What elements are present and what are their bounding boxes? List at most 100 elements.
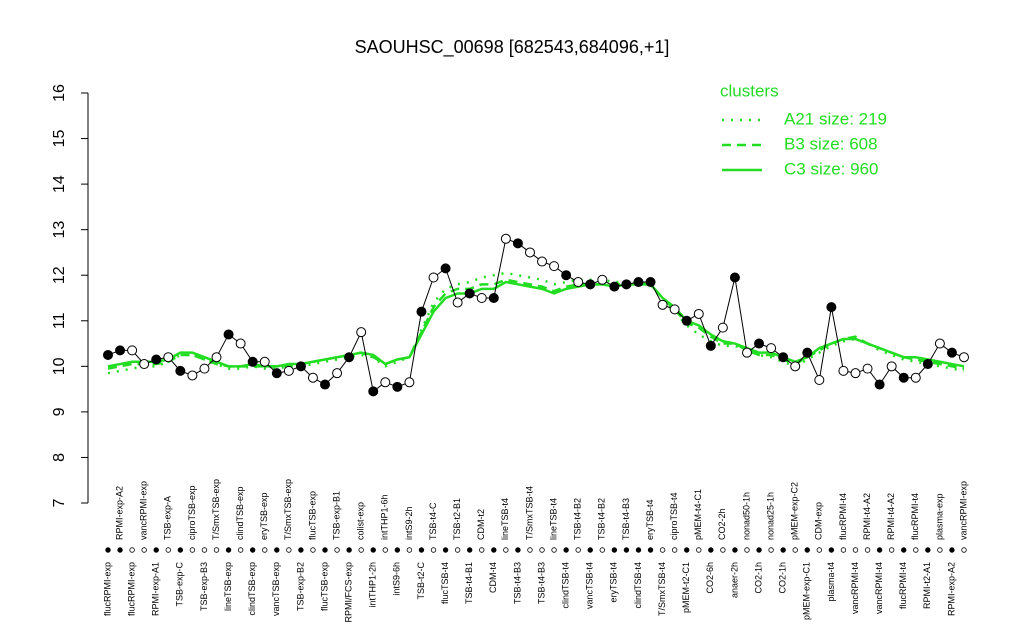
sample-dot — [647, 547, 654, 553]
y-tick-label: 12 — [51, 266, 68, 284]
data-point — [802, 347, 813, 358]
y-tick-label: 11 — [51, 312, 68, 329]
x-tick-label: TSB-t4-B2 — [573, 498, 583, 540]
data-point — [307, 372, 318, 383]
data-point — [223, 329, 234, 340]
x-tick-label: TSB-exp-B2 — [295, 562, 305, 611]
x-tick-label: pMEM-t2-C1 — [681, 562, 691, 613]
sample-dot — [225, 547, 232, 553]
data-point — [524, 247, 535, 258]
data-point — [633, 277, 644, 288]
sample-dot — [696, 547, 702, 553]
x-tick-label: eryTSB-t4 — [645, 499, 655, 540]
y-tick-label: 15 — [51, 130, 68, 148]
sample-dot — [840, 547, 847, 553]
x-tick-label: vancTSB-exp — [271, 562, 281, 616]
x-tick-label: pMEM-t4-C1 — [693, 489, 703, 540]
x-tick-label: T/SmxTSB-exp — [283, 479, 293, 540]
sample-dot — [925, 547, 931, 553]
data-point — [115, 345, 126, 356]
x-tick-label: TSB-exp-C — [175, 562, 185, 607]
cluster-line — [107, 278, 965, 370]
sample-dot — [684, 547, 690, 553]
x-tick-label: vancRPMI-exp — [958, 481, 968, 540]
sample-dot — [732, 547, 738, 553]
x-tick-label: clindTSB-exp — [247, 562, 257, 616]
data-point — [428, 272, 439, 283]
x-tick-label: vancRPMI-t4 — [874, 562, 884, 614]
data-point — [778, 352, 789, 363]
x-tick-label: flucRPMI-t4 — [838, 493, 848, 540]
x-tick-label: eryTSB-t4 — [609, 562, 619, 603]
data-point — [488, 293, 499, 303]
data-point — [211, 352, 222, 363]
x-tick-label: flucRPMI-exp — [102, 562, 112, 616]
x-tick-label: TSB-exp-A — [163, 496, 173, 540]
sample-dot — [671, 547, 678, 553]
legend-title: clusters — [720, 81, 779, 100]
x-tick-label: vancRPMI-t4 — [850, 562, 860, 614]
sample-dot — [479, 547, 485, 553]
data-point — [766, 343, 777, 354]
data-point — [573, 277, 584, 288]
x-tick-label: pMEM-exp-C1 — [802, 562, 812, 620]
x-tick-label: CO2-6h — [705, 562, 715, 594]
data-point — [175, 365, 186, 376]
data-point — [247, 356, 258, 367]
x-tick-label: RPMI-t4-A2 — [862, 493, 872, 540]
data-point — [283, 365, 294, 376]
y-tick-label: 8 — [51, 453, 68, 462]
x-tick-label: TSB-t4-B3 — [536, 562, 546, 604]
x-tick-label: plasma-exp — [934, 493, 944, 540]
data-point — [910, 372, 921, 383]
chart-title: SAOUHSC_00698 [682543,684096,+1] — [355, 37, 670, 58]
x-tick-label: CDM-exp — [814, 502, 824, 540]
sample-dot — [864, 547, 871, 553]
sample-dot — [466, 547, 473, 553]
sample-dot — [141, 547, 147, 553]
x-tick-label: flucRPMI-t4 — [898, 562, 908, 609]
x-tick-label: anaer-2h — [729, 562, 739, 598]
y-tick-label: 13 — [51, 221, 68, 239]
legend-label: B3 size: 608 — [784, 134, 878, 153]
sample-dot — [804, 547, 810, 553]
sample-dot — [286, 547, 292, 553]
sample-dot — [792, 547, 798, 553]
x-tick-label: TSB-t4-B3 — [512, 562, 522, 604]
sample-dot — [744, 547, 750, 553]
sample-dot — [418, 547, 425, 553]
data-point — [512, 238, 523, 249]
data-point — [621, 279, 632, 290]
x-tick-label: CDM-t4 — [488, 562, 498, 593]
x-tick-label: RPMI-exp-A1 — [151, 562, 161, 616]
data-point — [946, 347, 957, 358]
x-tick-label: eryTSB-exp — [259, 492, 269, 540]
data-point — [657, 299, 668, 310]
sample-dot — [563, 547, 569, 553]
sample-dot — [816, 547, 823, 553]
data-point — [151, 354, 162, 365]
data-point — [681, 315, 692, 326]
data-point — [332, 368, 343, 379]
y-tick-label: 7 — [51, 498, 68, 507]
x-tick-label: T/SmxTSB-t4 — [657, 562, 667, 616]
x-tick-label: clindTSB-t4 — [633, 562, 643, 609]
sample-dot — [623, 547, 630, 553]
x-tick-label: CO2-1h — [778, 562, 788, 594]
sample-dot — [165, 547, 171, 553]
sample-dot — [901, 547, 907, 553]
x-tick-label: TSB-exp-B3 — [199, 562, 209, 611]
legend-label: A21 size: 219 — [784, 109, 887, 128]
data-point — [127, 345, 138, 356]
data-point — [609, 281, 620, 292]
sample-dot — [442, 547, 449, 553]
sample-dot — [888, 547, 895, 553]
data-point — [693, 308, 704, 319]
sample-dot — [394, 547, 401, 553]
sample-dot — [539, 547, 545, 553]
sample-dot — [635, 547, 642, 553]
x-tick-label: intS9-6h — [392, 562, 402, 596]
sample-dot — [177, 547, 184, 553]
x-tick-label: clindTSB-exp — [235, 486, 245, 540]
